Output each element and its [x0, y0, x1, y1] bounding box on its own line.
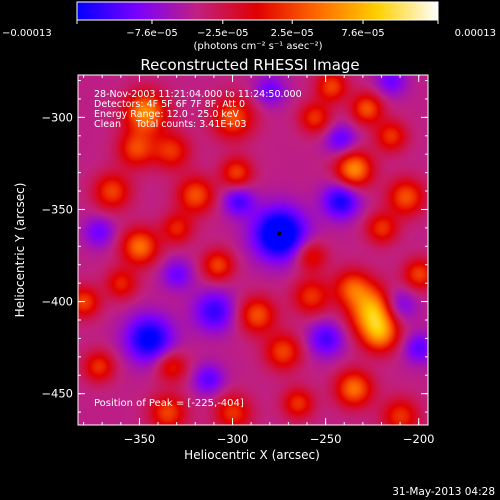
- colorbar-tick-label: −7.6e−05: [126, 28, 178, 39]
- x-axis-tick-label: −200: [403, 432, 435, 446]
- observation-info: 28-Nov-2003 11:21:04.000 to 11:24:50.000…: [94, 89, 302, 130]
- x-axis-tick-label: −350: [124, 432, 156, 446]
- colorbar-unit-label: (photons cm⁻² s⁻¹ asec⁻²): [193, 41, 322, 52]
- x-axis: −350 −300 −250 −200: [83, 75, 435, 446]
- y-axis-label: Heliocentric Y (arcsec): [13, 183, 27, 318]
- x-axis-tick-label: −300: [217, 432, 249, 446]
- annotation-time-range: 28-Nov-2003 11:21:04.000 to 11:24:50.000: [94, 89, 302, 100]
- annotation-energy-range: Energy Range: 12.0 - 25.0 keV: [94, 109, 239, 120]
- x-axis-label: Heliocentric X (arcsec): [184, 448, 320, 462]
- peak-position-label: Position of Peak = [-225,-404]: [94, 398, 244, 409]
- y-axis: −300 −350 −400 −450: [41, 80, 428, 413]
- plot-area: −350 −300 −250 −200 −300 −350 −400 −450 28-Nov…: [41, 74, 435, 446]
- y-axis-tick-label: −350: [41, 202, 73, 216]
- plot-frame: [77, 74, 429, 426]
- colorbar-tick-label: −2.5e−05: [197, 28, 249, 39]
- footer-timestamp: 31-May-2013 04:28: [392, 486, 495, 498]
- annotation-counts: Clean Total counts: 3.41E+03: [94, 119, 246, 130]
- annotation-detectors: Detectors: 4F 5F 6F 7F 8F, Att 0: [94, 99, 245, 110]
- peak-marker: [276, 231, 282, 236]
- chart-title: Reconstructed RHESSI Image: [140, 56, 359, 74]
- colorbar-tick-label: 7.6e−05: [341, 28, 384, 39]
- y-axis-tick-label: −300: [41, 110, 73, 124]
- heatmap-image: [78, 75, 428, 425]
- y-axis-tick-label: −400: [41, 295, 73, 309]
- heatmap-container: [78, 75, 428, 425]
- colorbar: −0.00013 −7.6e−05 −2.5e−05 2.5e−05 7.6e−05 0.…: [2, 1, 496, 52]
- colorbar-tick-label: 0.00013: [455, 28, 496, 39]
- colorbar-ticks: −0.00013 −7.6e−05 −2.5e−05 2.5e−05 7.6e−05 0.…: [2, 20, 496, 39]
- colorbar-tick-label: 2.5e−05: [271, 28, 314, 39]
- colorbar-tick-label: −0.00013: [2, 28, 52, 39]
- colorbar-gradient: [76, 1, 439, 21]
- x-axis-tick-label: −250: [310, 432, 342, 446]
- y-axis-tick-label: −450: [41, 387, 73, 401]
